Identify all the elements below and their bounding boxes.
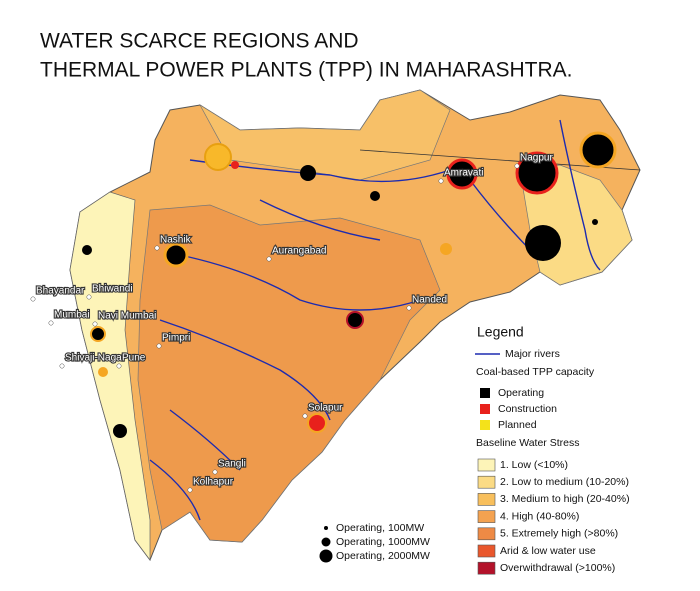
legend-subtitle: Baseline Water Stress (476, 437, 579, 449)
legend-swatch (477, 561, 496, 575)
city-dot (30, 296, 36, 302)
legend-swatch (477, 527, 496, 541)
city-label: Shivaji-Nagar (65, 353, 126, 364)
legend-swatch (477, 458, 496, 472)
title-line: THERMAL POWER PLANTS (TPP) IN MAHARASHTR… (40, 59, 572, 82)
city-dot (156, 343, 162, 349)
legend-subtitle: Coal-based TPP capacity (476, 366, 595, 378)
city-dot (187, 487, 193, 493)
legend-label: Major rivers (505, 348, 560, 360)
city-label: Bhiwandi (92, 284, 133, 295)
legend-label: Operating, 100MW (336, 522, 424, 534)
legend-label: Operating, 2000MW (336, 550, 430, 562)
size-swatch (319, 549, 333, 563)
city-label: Pimpri (162, 333, 190, 344)
city-dot (406, 305, 412, 311)
legend-label: 1. Low (<10%) (500, 459, 568, 471)
city-dot (92, 321, 98, 327)
state-map (69, 89, 641, 562)
city-label: Kolhapur (193, 477, 234, 488)
city-label: Navi Mumbai (98, 311, 156, 322)
city-dot (59, 363, 65, 369)
legend-label: Operating, 1000MW (336, 536, 430, 548)
city-dot (116, 363, 122, 369)
legend-swatch (480, 420, 490, 430)
city-label: Nashik (160, 235, 192, 246)
city-label: Nagpur (520, 153, 553, 164)
city-label: Amravati (444, 168, 483, 179)
size-swatch (324, 526, 328, 530)
legend-swatch (477, 493, 496, 506)
title-line: WATER SCARCE REGIONS AND (40, 30, 359, 53)
city-label: Sangli (218, 459, 246, 470)
legend-swatch (477, 475, 496, 489)
legend-label: Overwithdrawal (>100%) (500, 562, 615, 574)
city-dot (48, 320, 54, 326)
legend-label: Operating (498, 387, 544, 399)
city-dot (514, 163, 520, 169)
city-dot (438, 178, 444, 184)
legend-label: 4. High (40-80%) (500, 510, 579, 522)
legend-title: Legend (477, 324, 524, 340)
city-dot (154, 245, 160, 251)
size-swatch (321, 537, 331, 547)
legend-swatch (480, 404, 490, 414)
city-label: Pune (122, 353, 146, 364)
city-label: Mumbai (54, 310, 90, 321)
city-dot (212, 469, 218, 475)
city-label: Bhayandar (36, 286, 85, 297)
legend-label: Planned (498, 419, 537, 431)
legend-swatch (477, 510, 496, 523)
legend: Legend Major rivers Coal-based TPP capacit… (319, 324, 630, 575)
city-dot (86, 294, 92, 300)
legend-label: 2. Low to medium (10-20%) (500, 476, 629, 488)
city-label: Solapur (308, 403, 343, 414)
city-dot (266, 256, 272, 262)
legend-label: Arid & low water use (500, 545, 596, 557)
legend-swatch (477, 544, 496, 558)
city-label: Aurangabad (272, 246, 327, 257)
legend-label: Construction (498, 403, 557, 415)
legend-label: 5. Extremely high (>80%) (500, 528, 618, 540)
legend-label: 3. Medium to high (20-40%) (500, 493, 630, 505)
city-labels: Nagpur Amravati Nashik Aurangabad Nanded Bhay… (30, 152, 555, 493)
city-label: Nanded (412, 295, 447, 306)
city-dot (302, 413, 308, 419)
legend-swatch (480, 388, 490, 398)
